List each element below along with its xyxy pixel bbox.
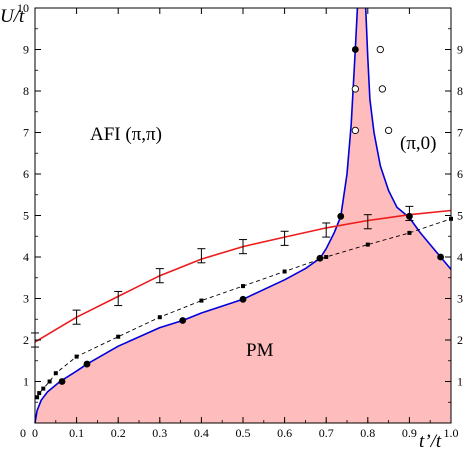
x-axis-title: t’/t [419,431,442,452]
y-tick-label-zero: 0 [20,426,26,440]
markers-layer [31,45,453,400]
square-marker [407,230,412,235]
y-tick-label-right: 4 [457,250,463,264]
square-marker [37,391,42,396]
y-tick-label-right: 7 [457,126,463,140]
afi-region-label: AFI (π,π) [90,124,162,145]
square-marker [47,379,52,384]
y-tick-label-left: 7 [23,126,29,140]
open-dot-marker [351,85,359,93]
y-tick-label-left: 5 [23,209,29,223]
y-tick-label-left: 8 [23,84,29,98]
y-tick-label-left: 2 [23,333,29,347]
filled-dot-marker [239,295,247,303]
square-marker [157,315,162,320]
x-tick-label: 0.8 [360,426,375,440]
y-tick-label-left: 9 [23,43,29,57]
x-tick-label: 0.6 [277,426,292,440]
square-marker [41,386,46,391]
x-tick-label: 0 [32,426,38,440]
y-tick-label-left: 4 [23,250,29,264]
x-tick-label: 0.9 [402,426,417,440]
x-tick-label: 0.1 [69,426,84,440]
x-tick-label: 0.4 [194,426,209,440]
boundary-left-line [34,7,359,424]
pm-region-label: PM [246,340,274,361]
pi0-region-label: (π,0) [400,133,437,154]
filled-dot-marker [406,212,413,220]
open-dot-marker [351,126,359,135]
open-dot-marker [378,85,387,93]
square-marker [53,371,58,376]
y-tick-label-right: 9 [457,43,463,57]
open-dot-marker [384,126,393,135]
y-tick-label-left: 1 [23,375,29,389]
square-marker [74,354,79,359]
ticks-layer: 0 0.1 0.2 0.3 0.4 0.5 0.6 0.7 0.8 0.9 1.0 0 1 2 3 4 5 6 7 8… [17,1,463,440]
square-marker [365,242,370,247]
x-tick-label: 0.5 [236,426,251,440]
pm-region-fill [35,8,451,423]
red-curve-line [34,209,452,343]
y-tick-label-right: 3 [457,292,463,306]
filled-dot-marker [58,378,66,385]
square-marker [324,255,329,259]
square-marker [35,395,40,400]
y-tick-label-right: 8 [457,84,463,98]
y-tick-label-left: 6 [23,167,29,181]
y-tick-label-right: 1 [457,375,463,389]
square-marker [241,284,245,289]
y-tick-label-left: 10 [17,1,29,15]
x-tick-label: 0.3 [152,426,167,440]
filled-dot-marker [337,212,345,220]
y-tick-label-right: 5 [457,209,463,223]
x-tick-label: 1.0 [444,426,459,440]
boundary-right-line [364,7,452,270]
x-tick-label: 0.7 [319,426,334,440]
x-tick-label: 0.2 [111,426,126,440]
y-tick-label-right: 2 [457,333,463,347]
square-marker [282,269,287,274]
filled-dot-marker [83,360,91,368]
square-marker [199,298,204,303]
square-marker [116,334,121,339]
y-axis-title: U/t [0,6,25,27]
filled-dot-marker [351,46,359,53]
y-tick-label-left: 3 [23,292,29,306]
open-dot-marker [376,45,384,54]
pm-region-fill-layer [35,8,451,423]
filled-dot-marker [316,254,324,262]
filled-dot-marker [437,253,444,261]
y-tick-label-right: 6 [457,167,463,181]
filled-dot-marker [179,317,187,324]
